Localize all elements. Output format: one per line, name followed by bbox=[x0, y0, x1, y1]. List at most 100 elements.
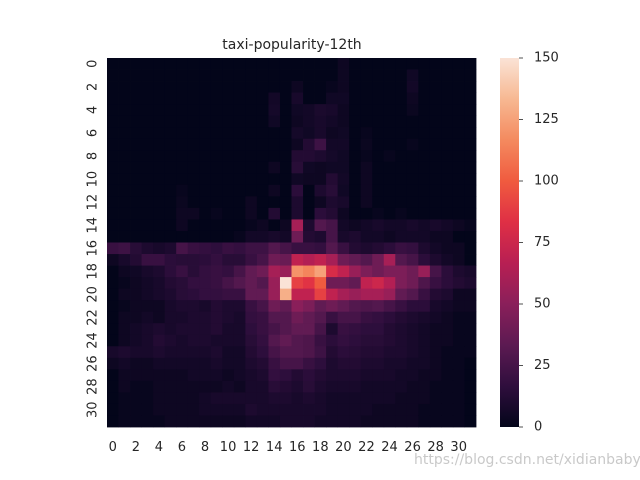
heatmap-cell bbox=[464, 69, 477, 82]
heatmap-cell bbox=[233, 115, 246, 128]
heatmap-cell bbox=[279, 346, 292, 359]
heatmap-cell bbox=[176, 161, 189, 174]
heatmap-cell bbox=[176, 357, 189, 370]
heatmap-cell bbox=[383, 150, 396, 163]
heatmap-cell bbox=[164, 69, 177, 82]
heatmap-cell bbox=[337, 196, 350, 209]
heatmap-cell bbox=[245, 254, 258, 266]
heatmap-cell bbox=[233, 300, 246, 313]
heatmap-cell bbox=[210, 403, 223, 416]
heatmap-cell bbox=[441, 323, 454, 336]
heatmap-cell bbox=[279, 415, 292, 428]
heatmap-cell bbox=[164, 207, 177, 220]
heatmap-cell bbox=[441, 265, 454, 278]
heatmap-cell bbox=[107, 392, 119, 405]
heatmap-cell bbox=[349, 242, 362, 255]
heatmap-cell bbox=[233, 150, 246, 163]
heatmap-cell bbox=[164, 311, 177, 324]
heatmap-cell bbox=[337, 346, 350, 359]
heatmap-cell bbox=[349, 288, 362, 301]
heatmap-cell bbox=[406, 207, 419, 220]
heatmap-cell bbox=[153, 150, 166, 163]
heatmap-cell bbox=[395, 392, 408, 405]
heatmap-cell bbox=[360, 207, 373, 220]
heatmap-cell bbox=[464, 369, 477, 382]
heatmap-cell bbox=[452, 219, 465, 232]
heatmap-cell bbox=[360, 288, 373, 301]
heatmap-cell bbox=[383, 173, 396, 186]
heatmap-cell bbox=[118, 173, 131, 186]
heatmap-cell bbox=[441, 415, 454, 428]
heatmap-cell bbox=[406, 334, 419, 347]
heatmap-cell bbox=[360, 277, 373, 290]
heatmap-cell bbox=[176, 369, 189, 382]
heatmap-cell bbox=[176, 115, 189, 128]
heatmap-cell bbox=[199, 173, 212, 186]
heatmap-cell bbox=[314, 219, 327, 232]
heatmap-cell bbox=[429, 58, 442, 70]
heatmap-cell bbox=[429, 184, 442, 197]
heatmap-cell bbox=[268, 415, 281, 428]
heatmap-cell bbox=[326, 207, 339, 220]
x-tick-label: 30 bbox=[450, 440, 467, 455]
heatmap-cell bbox=[107, 127, 119, 140]
heatmap-cell bbox=[314, 346, 327, 359]
heatmap-cell bbox=[245, 323, 258, 336]
heatmap-cell bbox=[176, 92, 189, 105]
heatmap-cell bbox=[314, 81, 327, 93]
heatmap-cell bbox=[130, 219, 142, 232]
heatmap-cell bbox=[360, 369, 373, 382]
heatmap-cell bbox=[395, 184, 408, 197]
heatmap-cell bbox=[164, 346, 177, 359]
heatmap-cell bbox=[372, 254, 385, 266]
heatmap-cell bbox=[268, 230, 281, 243]
heatmap-cell bbox=[291, 403, 304, 416]
heatmap-cell bbox=[130, 415, 142, 428]
heatmap-cell bbox=[360, 311, 373, 324]
heatmap-cell bbox=[314, 161, 327, 174]
heatmap-cell bbox=[360, 254, 373, 266]
heatmap-cell bbox=[441, 58, 454, 70]
heatmap-cell bbox=[233, 184, 246, 197]
heatmap-cell bbox=[291, 277, 304, 290]
heatmap-cell bbox=[245, 81, 258, 93]
heatmap-cell bbox=[452, 288, 465, 301]
heatmap-cell bbox=[337, 173, 350, 186]
heatmap-cell bbox=[326, 346, 339, 359]
heatmap-cell bbox=[406, 230, 419, 243]
heatmap-cell bbox=[372, 380, 385, 393]
heatmap-cell bbox=[222, 230, 235, 243]
heatmap-cell bbox=[256, 230, 269, 243]
heatmap-cell bbox=[337, 392, 350, 405]
heatmap-cell bbox=[418, 207, 431, 220]
heatmap-cell bbox=[383, 415, 396, 428]
heatmap-cell bbox=[118, 184, 131, 197]
heatmap-cell bbox=[464, 138, 477, 151]
heatmap-cell bbox=[176, 207, 189, 220]
heatmap-cell bbox=[268, 265, 281, 278]
heatmap-cell bbox=[372, 277, 385, 290]
heatmap-cell bbox=[418, 104, 431, 117]
heatmap-cell bbox=[441, 115, 454, 128]
heatmap-cell bbox=[279, 403, 292, 416]
heatmap-cell bbox=[107, 230, 119, 243]
heatmap-cell bbox=[256, 323, 269, 336]
heatmap-cell bbox=[418, 219, 431, 232]
heatmap-cell bbox=[210, 138, 223, 151]
heatmap-cell bbox=[256, 138, 269, 151]
heatmap-cell bbox=[291, 288, 304, 301]
heatmap-cell bbox=[279, 173, 292, 186]
heatmap-cell bbox=[187, 369, 200, 382]
heatmap-cell bbox=[360, 196, 373, 209]
heatmap-cell bbox=[118, 127, 131, 140]
heatmap-cell bbox=[429, 115, 442, 128]
heatmap-cell bbox=[360, 392, 373, 405]
heatmap-cell bbox=[199, 92, 212, 105]
heatmap-cell bbox=[337, 242, 350, 255]
heatmap-cell bbox=[429, 230, 442, 243]
heatmap-cell bbox=[360, 81, 373, 93]
heatmap-cell bbox=[176, 311, 189, 324]
heatmap-cell bbox=[429, 265, 442, 278]
heatmap-cell bbox=[464, 127, 477, 140]
heatmap-cell bbox=[107, 150, 119, 163]
